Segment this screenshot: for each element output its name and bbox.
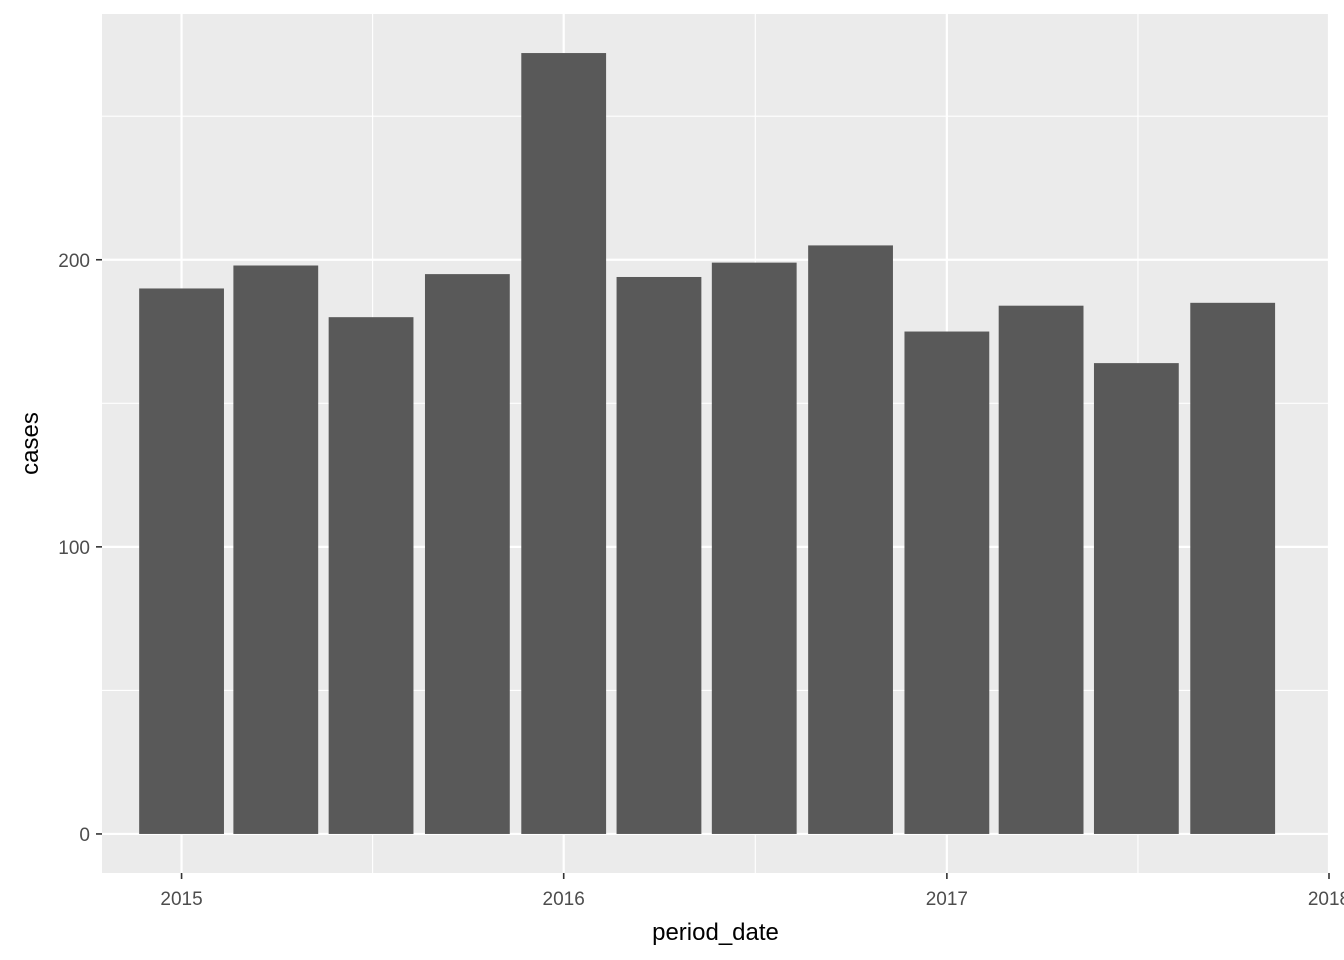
bar	[424, 274, 510, 834]
bar	[139, 288, 224, 834]
bar	[904, 331, 990, 834]
bar	[233, 265, 319, 834]
y-tick-label: 200	[58, 251, 90, 272]
bar	[616, 276, 702, 834]
bar	[808, 245, 893, 834]
bar	[521, 53, 607, 834]
y-tick-label: 0	[79, 825, 90, 846]
x-tick-label: 2017	[926, 889, 968, 910]
bar	[1190, 302, 1276, 834]
bar	[1093, 363, 1179, 834]
x-axis: 2015 2016 2017 2018	[160, 873, 1344, 910]
y-axis: 0 100 200	[58, 251, 102, 846]
x-tick-label: 2018	[1308, 889, 1344, 910]
y-tick-label: 100	[58, 538, 90, 559]
x-tick-label: 2015	[160, 889, 202, 910]
x-tick-label: 2016	[543, 889, 585, 910]
y-axis-title: cases	[17, 412, 44, 475]
bars	[139, 53, 1276, 834]
bar	[328, 317, 414, 834]
x-axis-title: period_date	[652, 919, 779, 946]
bar	[711, 262, 797, 834]
bar	[998, 305, 1084, 834]
